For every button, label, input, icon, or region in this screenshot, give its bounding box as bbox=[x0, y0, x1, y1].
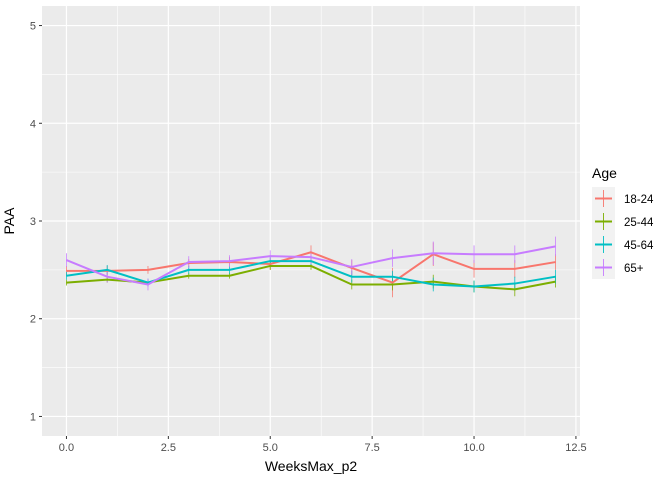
legend-label: 45-64 bbox=[624, 240, 654, 252]
axis-ticks: 0.0 2.5 5.0 7.5 10.0 12.5 1 2 3 4 5 bbox=[30, 21, 587, 454]
x-tick-label: 10.0 bbox=[463, 442, 484, 454]
series-line bbox=[66, 260, 556, 288]
x-tick-label: 5.0 bbox=[263, 442, 278, 454]
x-axis-title: WeeksMax_p2 bbox=[265, 458, 358, 474]
y-tick-label: 4 bbox=[30, 118, 36, 130]
series-line bbox=[66, 251, 556, 284]
legend-items: 18-24 25-44 45-64 65+ bbox=[592, 187, 654, 279]
legend-label: 25-44 bbox=[624, 217, 654, 229]
y-tick-label: 5 bbox=[30, 21, 36, 33]
series-line bbox=[66, 245, 556, 286]
legend: Age 18-24 25-44 45-64 65+ bbox=[592, 165, 654, 279]
legend-title: Age bbox=[592, 165, 617, 181]
series-lines bbox=[66, 245, 556, 291]
x-tick-label: 12.5 bbox=[565, 442, 586, 454]
y-tick-label: 3 bbox=[30, 216, 36, 228]
x-tick-label: 0.0 bbox=[59, 442, 74, 454]
legend-label: 18-24 bbox=[624, 194, 654, 206]
legend-label: 65+ bbox=[624, 263, 644, 275]
x-tick-label: 2.5 bbox=[161, 442, 176, 454]
x-tick-label: 7.5 bbox=[364, 442, 379, 454]
y-tick-label: 2 bbox=[30, 314, 36, 326]
y-axis-title: PAA bbox=[1, 207, 17, 235]
y-tick-label: 1 bbox=[30, 411, 36, 423]
